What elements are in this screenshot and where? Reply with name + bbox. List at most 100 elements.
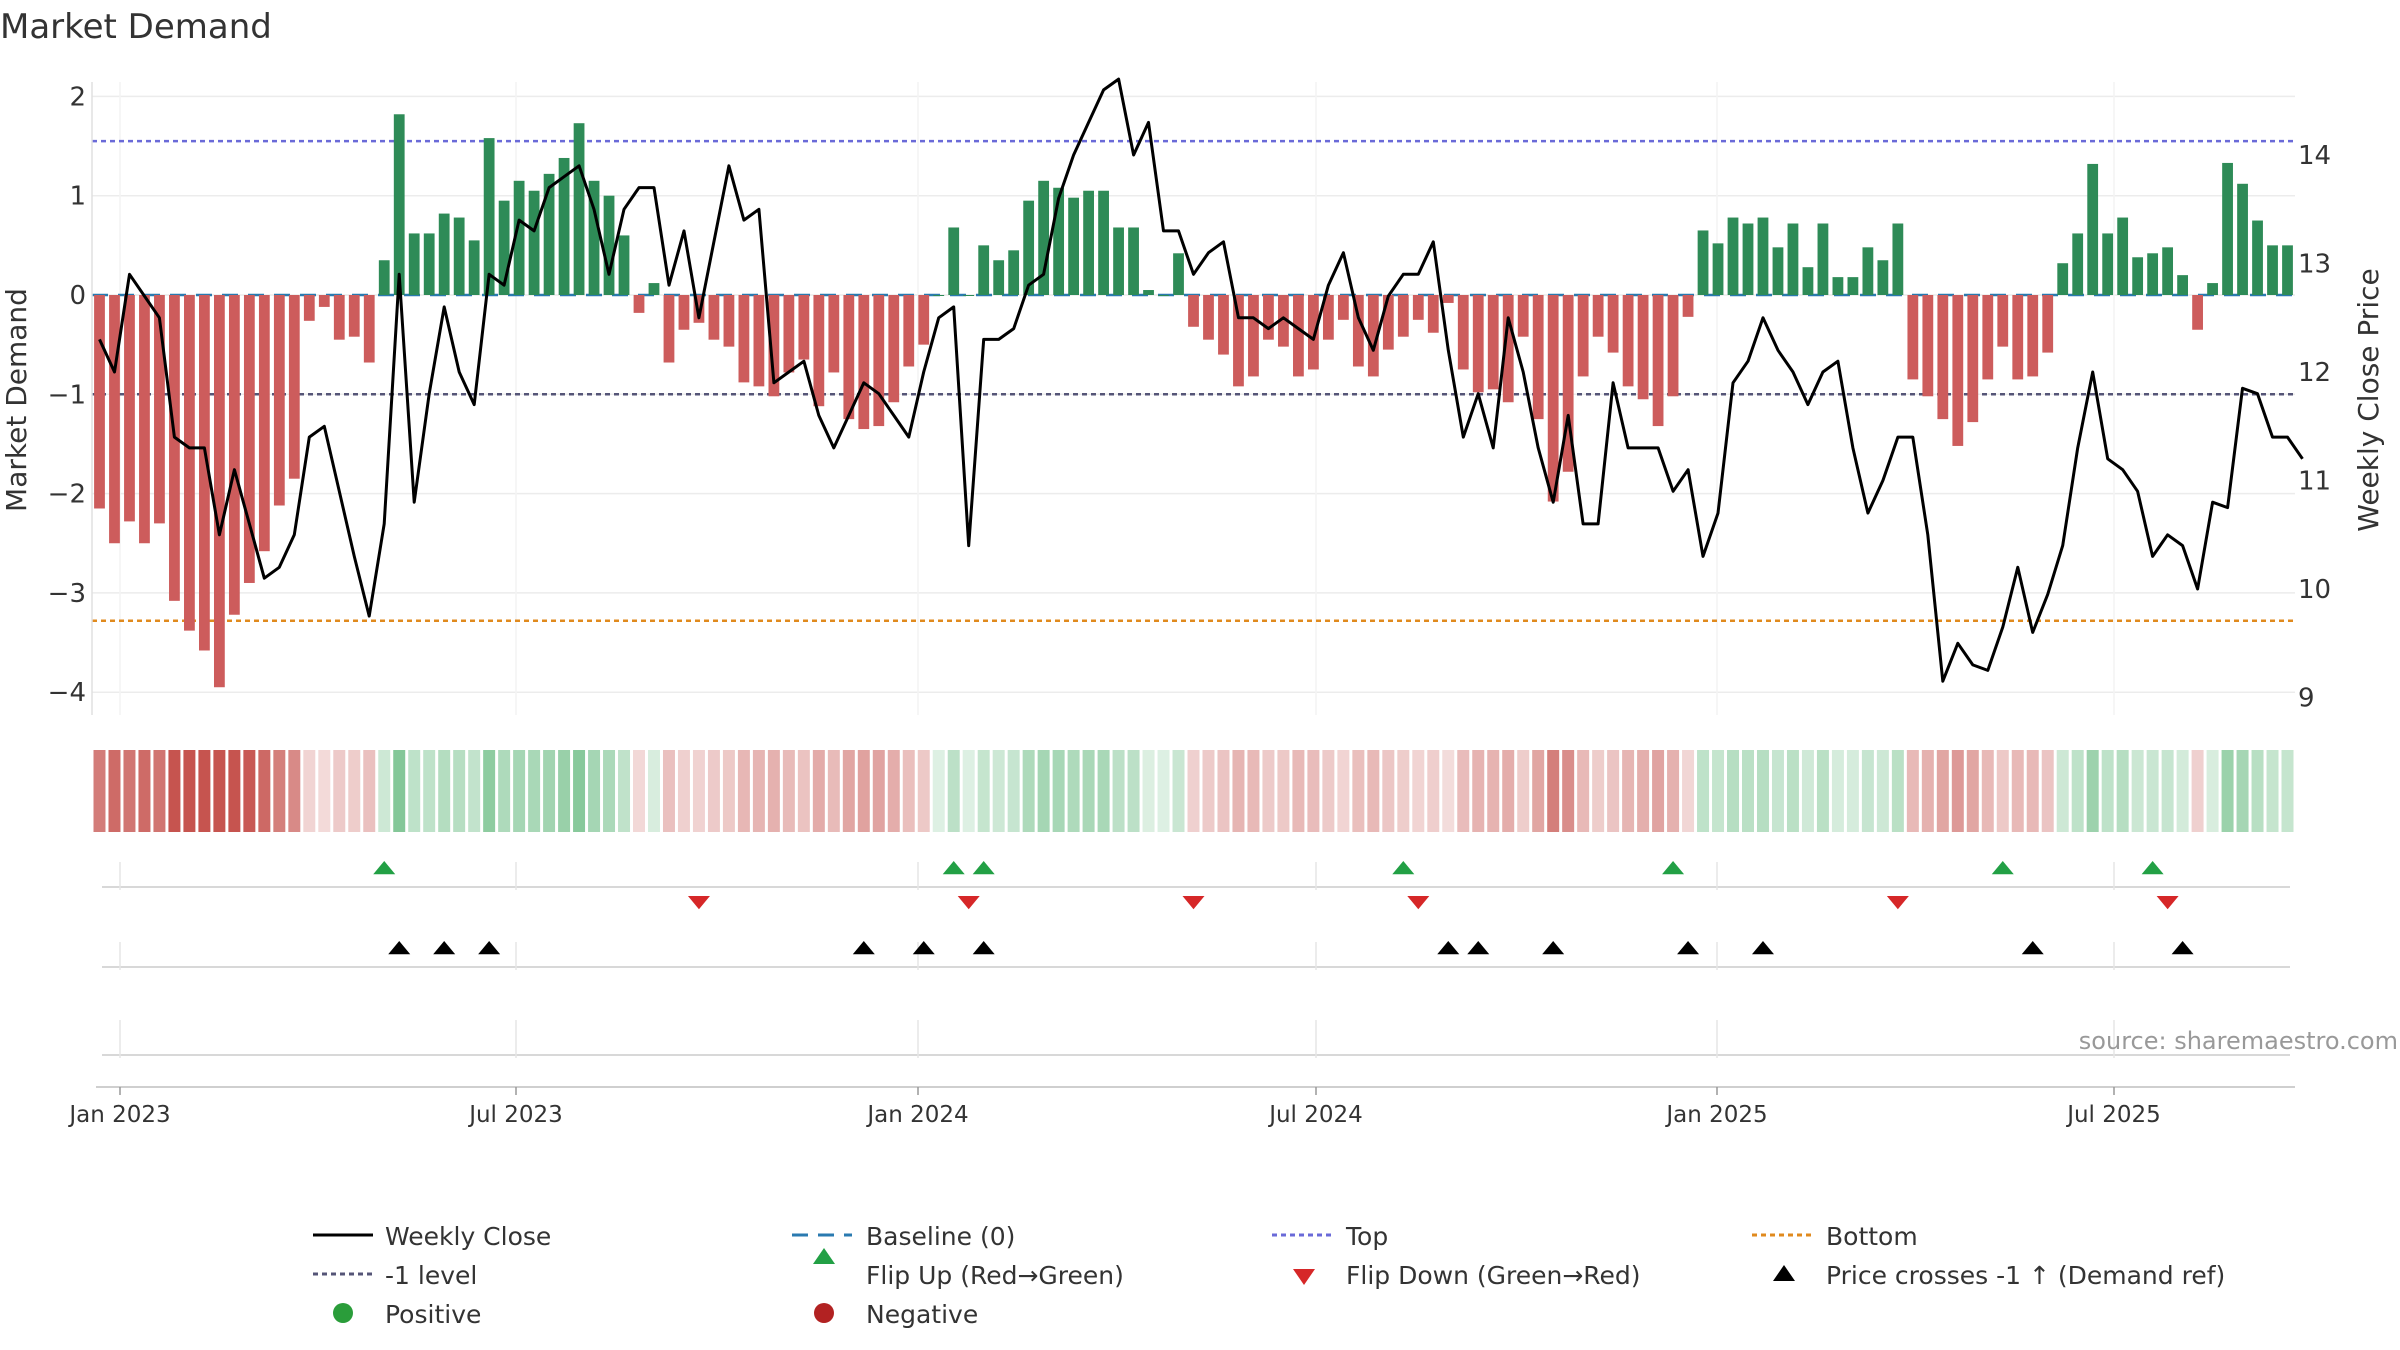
demand-bar	[573, 123, 585, 295]
demand-bar	[1412, 295, 1424, 320]
heat-strip-cell	[558, 750, 571, 832]
left-axis-tick-label: −2	[48, 480, 86, 510]
demand-bar	[2087, 163, 2099, 295]
heat-strip-cell	[1187, 750, 1200, 832]
price-cross-marker	[2171, 941, 2194, 955]
legend-negative: Negative	[866, 1300, 978, 1329]
demand-bar	[408, 233, 420, 295]
demand-bar	[1517, 295, 1529, 337]
demand-bar	[438, 213, 450, 295]
x-axis-tick-label: Jul 2025	[2065, 1102, 2161, 1128]
legend-positive: Positive	[385, 1300, 481, 1329]
flip-down-marker	[1886, 896, 1909, 910]
flip-down-marker	[957, 896, 980, 910]
demand-bar	[169, 295, 180, 601]
heat-strip-cell	[543, 750, 556, 832]
demand-bar	[1113, 227, 1124, 295]
demand-bar	[94, 295, 105, 509]
heat-strip-cell	[1816, 750, 1829, 832]
demand-bar	[2267, 245, 2278, 295]
price-cross-marker	[1751, 941, 1774, 955]
right-axis: 14 13 12 11 10 9	[2298, 141, 2331, 714]
demand-bar	[1038, 180, 1050, 295]
legend-price-cross: Price crosses -1 ↑ (Demand ref)	[1826, 1261, 2225, 1290]
demand-bar	[1278, 295, 1289, 347]
heat-strip-cell	[1202, 750, 1215, 832]
left-axis-tick-label: 0	[69, 281, 86, 311]
source-note: source: sharemaestro.com	[2079, 1027, 2398, 1055]
heat-strip-cell	[1067, 750, 1080, 832]
heat-strip-cell	[213, 750, 226, 832]
demand-bar	[483, 138, 495, 295]
legend-price-cross-icon	[1773, 1265, 1795, 1281]
demand-bar	[1547, 295, 1559, 502]
heat-strip-cell	[318, 750, 331, 832]
heat-strip-cell	[1097, 750, 1110, 832]
price-cross-marker	[1437, 941, 1460, 955]
right-axis-tick-label: 14	[2298, 141, 2331, 171]
heat-strip-cell	[2041, 750, 2054, 832]
heat-strip-cell	[782, 750, 795, 832]
heat-strip-cell	[1247, 750, 1260, 832]
heat-strip-cell	[1502, 750, 1515, 832]
demand-bar	[333, 295, 345, 340]
demand-bar	[1877, 260, 1889, 295]
left-axis-label: Market Demand	[0, 288, 33, 512]
heat-strip-cell	[333, 750, 346, 832]
heat-strip-cell	[2011, 750, 2024, 832]
heat-strip-cell	[1367, 750, 1380, 832]
demand-bar	[1218, 295, 1229, 355]
demand-bar	[1203, 295, 1214, 340]
demand-bar	[828, 295, 840, 373]
demand-bar	[318, 295, 330, 307]
demand-bar	[1053, 187, 1065, 295]
demand-bar	[1487, 295, 1499, 390]
heat-strip-cell	[1487, 750, 1500, 832]
demand-bar	[1023, 200, 1035, 295]
demand-bar	[723, 295, 735, 347]
heat-strip	[93, 750, 2294, 832]
close-price-line	[98, 77, 2304, 683]
demand-bar	[1068, 197, 1080, 295]
flip-up-marker	[972, 861, 995, 875]
demand-bars	[94, 114, 2293, 688]
heat-strip-cell	[1022, 750, 1035, 832]
heat-strip-cell	[812, 750, 825, 832]
heat-strip-cell	[857, 750, 870, 832]
heat-strip-cell	[573, 750, 586, 832]
heat-strip-cell	[2266, 750, 2279, 832]
heat-strip-cell	[513, 750, 526, 832]
demand-bar	[1008, 250, 1020, 295]
heat-strip-cell	[1472, 750, 1485, 832]
flip-up-marker	[373, 861, 396, 875]
demand-bar	[588, 180, 600, 295]
heat-strip-cell	[498, 750, 511, 832]
heat-strip-cell	[827, 750, 840, 832]
legend: Weekly Close Baseline (0) Top Bottom -1 …	[313, 1222, 2225, 1329]
demand-bar	[2162, 247, 2174, 295]
demand-bar	[1098, 190, 1109, 295]
heat-strip-cell	[1382, 750, 1395, 832]
heat-strip-cell	[1442, 750, 1455, 832]
heat-strip-cell	[468, 750, 481, 832]
demand-bar	[1982, 295, 1994, 380]
demand-bar	[2072, 233, 2084, 295]
heat-strip-cell	[2176, 750, 2189, 832]
demand-bar	[1188, 295, 1199, 327]
weekly-close-line	[98, 77, 2304, 683]
demand-bar	[1382, 295, 1394, 350]
demand-bar	[933, 295, 945, 296]
legend-minus-one: -1 level	[385, 1261, 477, 1290]
price-cross-marker	[1542, 941, 1565, 955]
left-axis-tick-label: 1	[69, 182, 86, 212]
heat-strip-cell	[917, 750, 930, 832]
reference-lines	[92, 139, 2295, 622]
demand-bar	[1952, 295, 1964, 446]
demand-bar	[2177, 275, 2188, 295]
demand-bar	[109, 295, 120, 544]
demand-bar	[603, 195, 615, 295]
heat-strip-cell	[1427, 750, 1440, 832]
heat-strip-cell	[1697, 750, 1710, 832]
heat-strip-cell	[1831, 750, 1844, 832]
heat-strip-cell	[2191, 750, 2204, 832]
